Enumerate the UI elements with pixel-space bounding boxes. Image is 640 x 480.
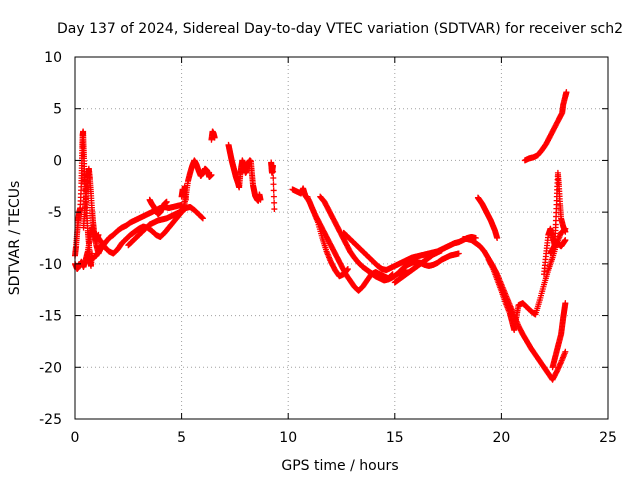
- y-tick-label: -10: [39, 257, 62, 273]
- data-point: [494, 235, 501, 241]
- data-point: [208, 171, 215, 178]
- data-point: [271, 206, 278, 213]
- y-tick-label: -20: [39, 360, 62, 376]
- series-group: [89, 201, 185, 262]
- x-tick-label: 5: [177, 430, 186, 446]
- data-point: [270, 168, 277, 175]
- y-tick-label: 0: [53, 153, 62, 169]
- data-point: [455, 250, 462, 257]
- x-tick-label: 0: [71, 430, 80, 446]
- data-point: [270, 175, 277, 182]
- series-group: [549, 300, 569, 371]
- x-tick-label: 25: [599, 430, 617, 446]
- chart-title: Day 137 of 2024, Sidereal Day-to-day VTE…: [57, 21, 623, 37]
- series-group: [80, 165, 102, 245]
- y-tick-label: -25: [39, 412, 62, 428]
- data-point: [563, 89, 570, 96]
- plot-frame: [74, 56, 609, 420]
- data-point: [271, 199, 278, 206]
- data-point: [182, 196, 189, 203]
- data-point: [211, 134, 218, 141]
- data-point: [270, 193, 277, 200]
- data-point: [562, 228, 569, 235]
- data-points: [72, 89, 570, 383]
- series-group: [268, 159, 278, 213]
- series-group: [460, 236, 569, 383]
- y-tick-label: 10: [44, 50, 62, 66]
- data-point: [257, 196, 264, 203]
- series-group: [521, 89, 570, 164]
- series-group: [208, 128, 218, 143]
- axis-ticks: 0 5 10 15 20 25 10 5 0 -5 -10 -15 -20 -25: [39, 50, 617, 446]
- data-point: [438, 247, 445, 254]
- data-point: [270, 187, 277, 194]
- data-point: [270, 181, 277, 188]
- data-point: [562, 237, 569, 244]
- series-group: [474, 194, 501, 241]
- x-tick-label: 15: [386, 430, 404, 446]
- series-group: [146, 196, 170, 218]
- series-group: [547, 237, 569, 257]
- data-point: [562, 300, 569, 307]
- series-group: [225, 141, 264, 204]
- series-group: [541, 169, 569, 278]
- x-tick-label: 20: [492, 430, 510, 446]
- data-point: [163, 198, 170, 205]
- series-group: [396, 250, 462, 276]
- x-tick-label: 10: [279, 430, 297, 446]
- y-axis-label: SDTVAR / TECUs: [7, 181, 23, 296]
- x-axis-label: GPS time / hours: [281, 458, 398, 474]
- data-point: [562, 348, 569, 355]
- y-tick-label: -5: [48, 205, 62, 221]
- y-tick-label: -15: [39, 309, 62, 325]
- y-tick-label: 5: [53, 102, 62, 118]
- series-group: [178, 183, 189, 203]
- data-point: [269, 162, 276, 169]
- data-point: [199, 215, 206, 222]
